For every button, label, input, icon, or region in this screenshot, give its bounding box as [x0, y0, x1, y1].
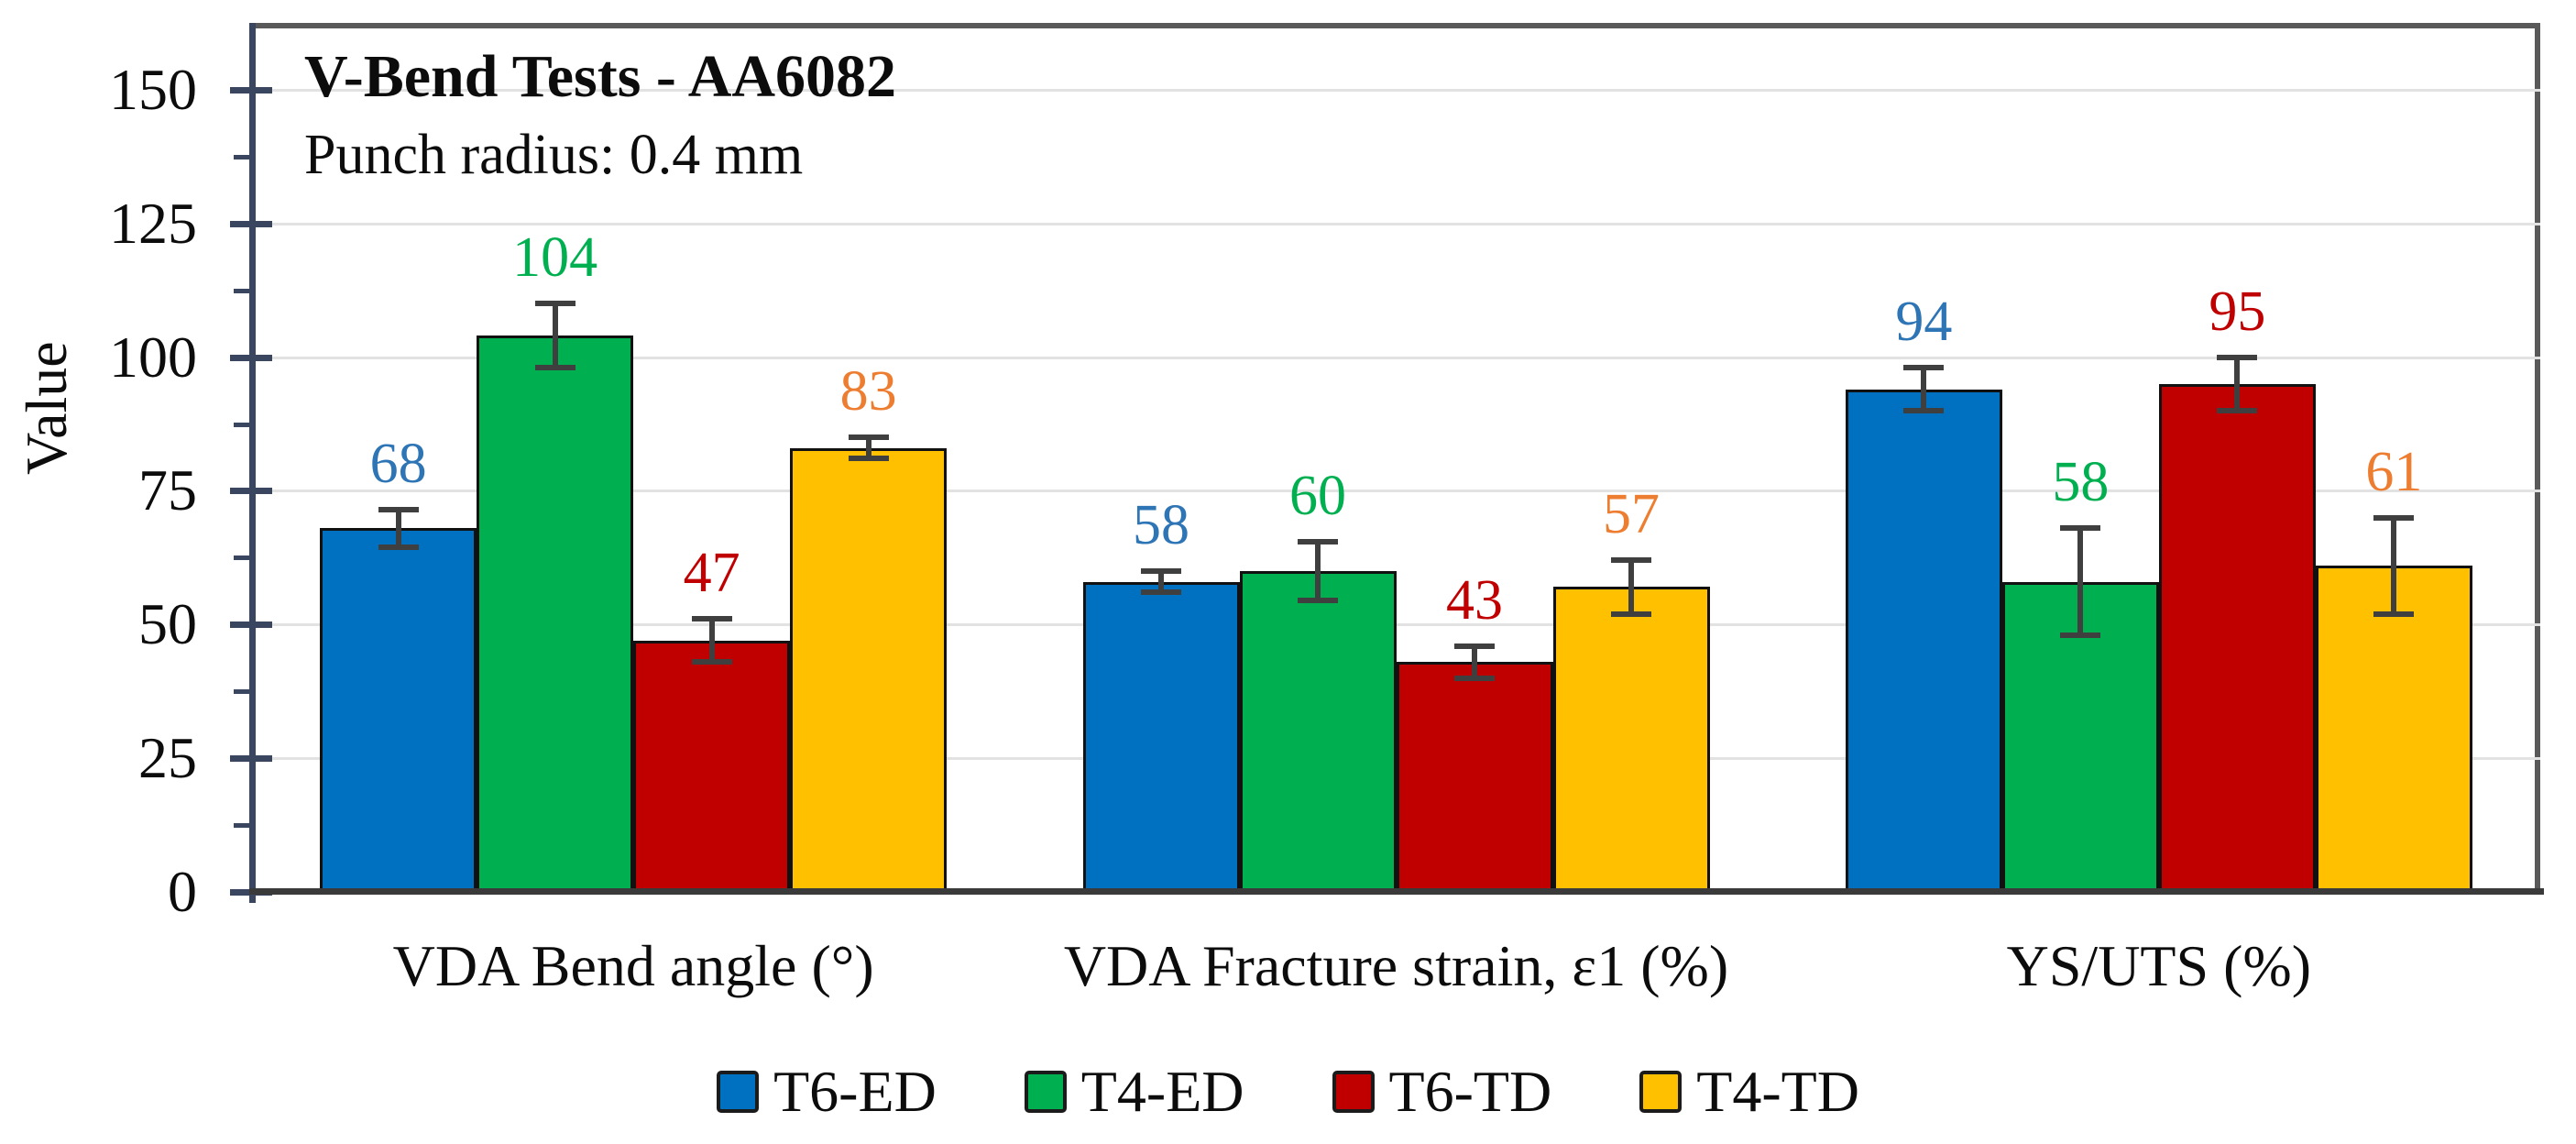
error-cap-bottom-T4-TD-group2 [2373, 610, 2415, 617]
bar-T4-ED-group1 [1239, 570, 1397, 892]
error-bar-T4-TD-group2 [2391, 517, 2397, 614]
category-label-ys-uts: YS/UTS (%) [2006, 933, 2312, 998]
y-minor-tick-137.5 [234, 154, 252, 160]
data-label-T4-TD-group1: 57 [1603, 483, 1660, 546]
y-minor-tick-62.5 [234, 556, 252, 561]
error-cap-top-T6-ED-group0 [378, 506, 419, 512]
legend-swatch-t6-ed [717, 1071, 760, 1113]
error-bar-T6-ED-group0 [395, 509, 401, 547]
error-cap-top-T6-ED-group1 [1141, 567, 1181, 574]
error-bar-T6-ED-group2 [1921, 368, 1927, 411]
legend-label-t4-ed: T4-ED [1080, 1059, 1244, 1124]
bar-T6-TD-group2 [2158, 383, 2316, 892]
error-bar-T4-TD-group0 [865, 437, 871, 459]
legend-swatch-t4-ed [1024, 1071, 1067, 1113]
data-label-T4-ED-group2: 58 [2052, 451, 2110, 514]
bar-T4-TD-group0 [790, 447, 948, 892]
plot-area [252, 23, 2540, 892]
legend-label-t6-ed: T6-ED [773, 1059, 937, 1124]
error-cap-bottom-T6-ED-group2 [1903, 407, 1945, 413]
x-axis-line [249, 888, 2544, 895]
error-cap-bottom-T6-TD-group0 [691, 659, 732, 666]
category-label-vda-bend-angle: VDA Bend angle (°) [392, 933, 874, 998]
legend: T6-ED T4-ED T6-TD T4-TD [0, 1050, 2576, 1133]
bar-T4-TD-group1 [1552, 587, 1710, 892]
error-cap-top-T6-TD-group2 [2217, 354, 2258, 360]
data-label-T6-TD-group2: 95 [2209, 280, 2266, 343]
legend-label-t4-td: T4-TD [1696, 1059, 1859, 1124]
error-bar-T4-ED-group1 [1315, 541, 1321, 601]
legend-label-t6-td: T6-TD [1388, 1059, 1552, 1124]
error-cap-bottom-T6-ED-group0 [378, 544, 419, 550]
gridline-150 [252, 88, 2540, 92]
error-cap-top-T4-TD-group2 [2373, 514, 2415, 521]
error-cap-bottom-T4-ED-group2 [2060, 632, 2101, 638]
error-bar-T4-ED-group2 [2077, 528, 2084, 635]
bar-T4-ED-group0 [477, 336, 634, 892]
y-tick-label-150: 150 [109, 56, 197, 122]
bar-T6-TD-group1 [1396, 662, 1553, 892]
error-cap-top-T4-ED-group0 [534, 301, 575, 307]
error-cap-bottom-T4-ED-group0 [534, 365, 575, 371]
data-label-T6-ED-group0: 68 [369, 432, 427, 495]
y-tick-label-75: 75 [138, 457, 197, 523]
error-bar-T6-ED-group1 [1158, 570, 1164, 593]
error-cap-top-T6-TD-group1 [1454, 643, 1495, 649]
y-tick-label-125: 125 [109, 190, 197, 256]
y-axis-title: Value [14, 341, 79, 475]
data-label-T4-TD-group0: 83 [839, 360, 897, 424]
bar-T6-ED-group1 [1082, 581, 1240, 892]
chart-subtitle: Punch radius: 0.4 mm [304, 124, 804, 186]
bar-T6-TD-group0 [633, 640, 791, 892]
error-cap-bottom-T6-ED-group1 [1141, 589, 1181, 596]
category-label-vda-fracture-strain: VDA Fracture strain, ε1 (%) [1063, 933, 1729, 998]
error-bar-T6-TD-group2 [2234, 357, 2241, 411]
error-cap-bottom-T4-TD-group0 [848, 456, 889, 462]
data-label-T4-ED-group1: 60 [1289, 464, 1346, 527]
error-cap-bottom-T6-TD-group1 [1454, 675, 1495, 681]
error-cap-top-T4-TD-group1 [1611, 557, 1651, 564]
chart-title: V-Bend Tests - AA6082 [304, 43, 897, 110]
error-cap-bottom-T4-ED-group1 [1298, 598, 1338, 604]
y-tick-label-0: 0 [168, 859, 197, 924]
legend-item-t4-td: T4-TD [1639, 1058, 1859, 1126]
gridline-50 [252, 623, 2540, 627]
error-cap-top-T6-ED-group2 [1903, 365, 1945, 371]
y-minor-tick-12.5 [234, 823, 252, 829]
y-minor-tick-37.5 [234, 689, 252, 695]
bar-T6-ED-group2 [1845, 389, 2002, 892]
data-label-T6-TD-group1: 43 [1446, 568, 1503, 632]
data-label-T6-TD-group0: 47 [683, 542, 740, 605]
error-cap-top-T4-ED-group1 [1298, 538, 1338, 544]
error-bar-T4-ED-group0 [552, 303, 558, 368]
error-cap-top-T4-ED-group2 [2060, 525, 2101, 532]
data-label-T4-ED-group0: 104 [512, 226, 598, 290]
data-label-T6-ED-group2: 94 [1895, 291, 1953, 354]
gridline-75 [252, 490, 2540, 493]
legend-swatch-t4-td [1639, 1071, 1683, 1113]
error-cap-top-T6-TD-group0 [691, 616, 732, 622]
data-label-T4-TD-group2: 61 [2365, 440, 2423, 503]
error-cap-bottom-T6-TD-group2 [2217, 407, 2258, 413]
y-axis-line [249, 23, 256, 903]
bar-T6-ED-group0 [320, 528, 477, 892]
gridline-100 [252, 356, 2540, 359]
legend-item-t6-td: T6-TD [1332, 1058, 1552, 1126]
error-cap-top-T4-TD-group0 [848, 434, 889, 441]
y-tick-label-25: 25 [138, 725, 197, 791]
legend-item-t6-ed: T6-ED [717, 1058, 937, 1126]
y-minor-tick-112.5 [234, 288, 252, 293]
legend-item-t4-ed: T4-ED [1024, 1058, 1244, 1126]
data-label-T6-ED-group1: 58 [1133, 493, 1189, 556]
legend-swatch-t6-td [1332, 1071, 1375, 1113]
error-cap-bottom-T4-TD-group1 [1611, 610, 1651, 617]
error-bar-T4-TD-group1 [1628, 560, 1634, 614]
y-tick-label-100: 100 [109, 324, 197, 390]
error-bar-T6-TD-group1 [1472, 645, 1477, 678]
gridline-125 [252, 222, 2540, 226]
error-bar-T6-TD-group0 [708, 619, 715, 663]
y-tick-label-50: 50 [138, 591, 197, 657]
y-minor-tick-87.5 [234, 422, 252, 427]
